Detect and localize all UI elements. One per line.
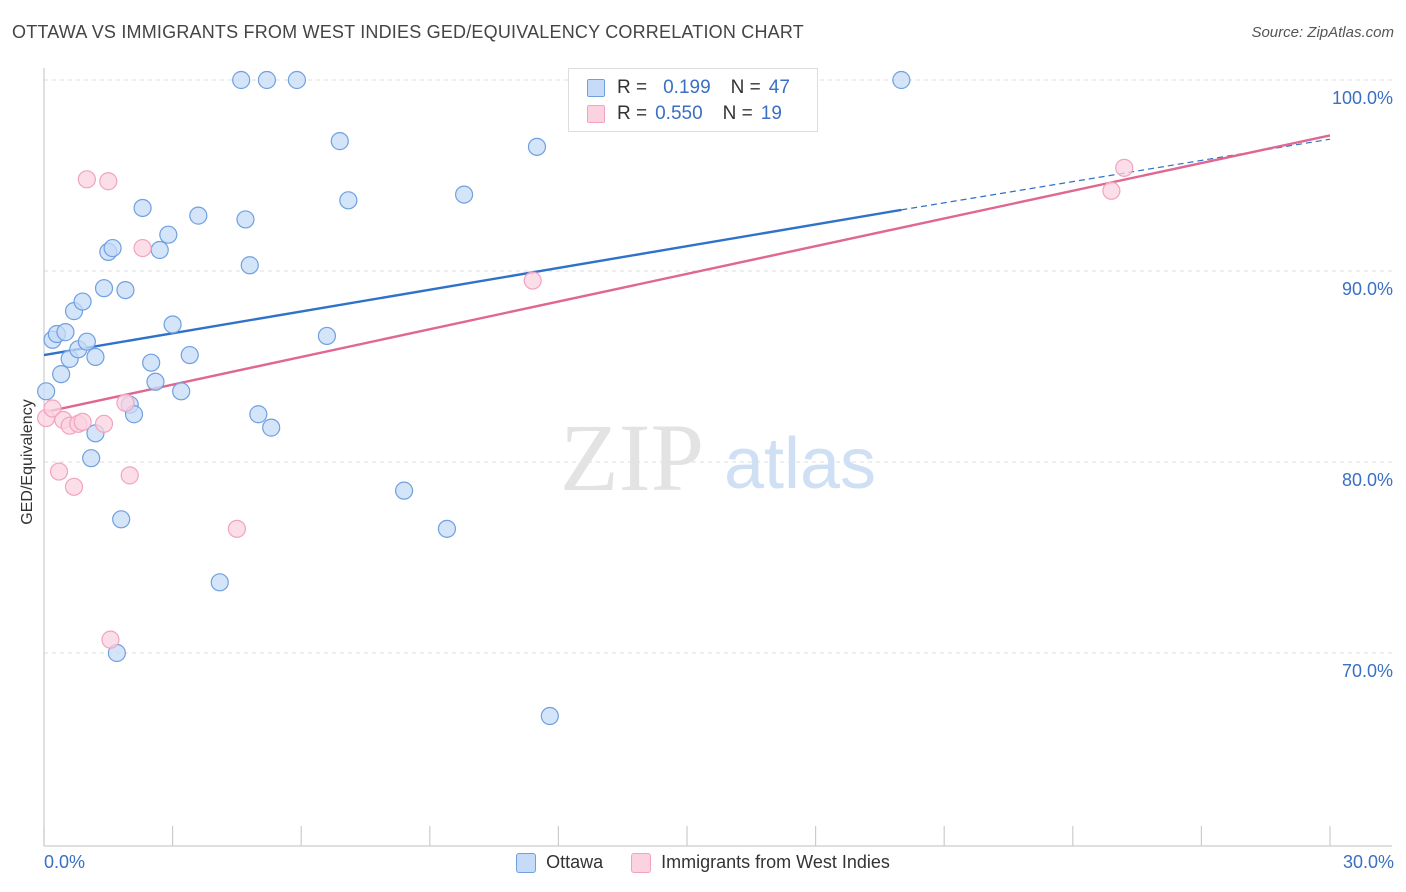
ottawa-point [150, 240, 169, 260]
ottawa-point [94, 279, 114, 298]
ottawa-point [159, 225, 178, 244]
westindies-point [116, 393, 135, 412]
legend-n-value: 47 [768, 77, 790, 98]
ottawa-point [240, 256, 259, 275]
ottawa-point [287, 70, 307, 90]
ottawa-point [437, 519, 457, 538]
ottawa-point [86, 347, 105, 367]
ottawa-point [112, 510, 131, 529]
ottawa-point [454, 185, 474, 204]
ottawa-point [56, 323, 75, 342]
westindies-point [120, 466, 139, 485]
westindies-point [49, 462, 69, 481]
westindies-point [99, 172, 118, 191]
watermark-zip: ZIP [560, 404, 704, 511]
ottawa-point [262, 418, 281, 437]
ottawa-point [172, 382, 191, 401]
ottawa-trend-line [43, 208, 902, 357]
westindies-point [133, 238, 152, 258]
ottawa-point [257, 70, 277, 90]
ottawa-point [116, 281, 135, 300]
watermark: ZIP atlas [560, 404, 876, 511]
ottawa-point [249, 405, 268, 424]
legend-item-westindies: Immigrants from West Indies [631, 852, 890, 873]
legend-row-ottawa: R = 0.199 N = 47 [587, 77, 790, 99]
ottawa-point [146, 372, 165, 391]
legend-n-label: N = [730, 77, 761, 98]
legend-n-label: N = [722, 103, 753, 124]
ottawa-point [527, 137, 547, 156]
stats-legend: R = 0.199 N = 47 R = 0.550 N = 19 [568, 68, 818, 132]
ottawa-point [339, 191, 358, 210]
ottawa-point [77, 332, 96, 351]
watermark-atlas: atlas [724, 424, 876, 504]
westindies-trend-line [43, 134, 1331, 414]
westindies-point [94, 414, 114, 433]
ottawa-point [133, 198, 152, 218]
westindies-point [1102, 181, 1121, 200]
legend-item-label: Ottawa [546, 852, 604, 872]
westindies-swatch [631, 852, 652, 873]
ottawa-point [892, 70, 911, 90]
westindies-point [227, 519, 246, 538]
axes [43, 68, 1392, 847]
westindies-point [101, 630, 120, 649]
x-tick-label-max: 30.0% [1342, 852, 1394, 872]
westindies-point [1115, 158, 1134, 177]
westindies-point [523, 271, 542, 290]
legend-r-value: 0.199 [663, 77, 711, 98]
y-tick-label: 70.0% [1342, 661, 1393, 681]
ottawa-point [142, 353, 161, 372]
ottawa-point [52, 365, 71, 384]
ottawa-point [73, 292, 92, 311]
legend-r-value: 0.550 [655, 103, 703, 124]
y-tick-label: 90.0% [1342, 279, 1393, 299]
legend-n-value: 19 [760, 103, 782, 124]
ottawa-point [210, 573, 229, 592]
source-label: Source: ZipAtlas.com [1251, 24, 1394, 41]
ottawa-swatch [587, 79, 605, 97]
westindies-point [64, 477, 84, 496]
chart-title: OTTAWA VS IMMIGRANTS FROM WEST INDIES GE… [12, 22, 804, 42]
x-tick-label-min: 0.0% [44, 852, 86, 872]
ottawa-point [37, 382, 56, 401]
ottawa-point [103, 238, 122, 258]
ottawa-point [189, 206, 208, 225]
ottawa-point [180, 345, 199, 365]
legend-r-label: R = [617, 77, 648, 98]
ottawa-point [163, 315, 182, 334]
legend-item-label: Immigrants from West Indies [661, 852, 890, 872]
series-legend: Ottawa Immigrants from West Indies [0, 852, 1406, 873]
ottawa-point [317, 326, 337, 346]
ottawa-point [232, 70, 251, 90]
y-tick-label: 80.0% [1342, 470, 1393, 490]
legend-item-ottawa: Ottawa [516, 852, 603, 873]
y-tick-labels: 70.0% 80.0% 90.0% 100.0% [1332, 88, 1393, 681]
ottawa-point [330, 132, 349, 151]
ottawa-swatch [516, 852, 537, 873]
trend-lines [43, 134, 1331, 414]
legend-row-westindies: R = 0.550 N = 19 [587, 103, 782, 125]
ottawa-point [236, 210, 255, 229]
westindies-point [43, 399, 62, 418]
westindies-point [73, 412, 92, 431]
ottawa-point [394, 481, 414, 500]
legend-r-label: R = [617, 103, 648, 124]
y-tick-label: 100.0% [1332, 88, 1393, 108]
ottawa-point [82, 449, 101, 468]
westindies-point [77, 170, 96, 189]
data-points [37, 70, 1134, 726]
ottawa-point [540, 706, 559, 726]
westindies-swatch [587, 105, 605, 123]
